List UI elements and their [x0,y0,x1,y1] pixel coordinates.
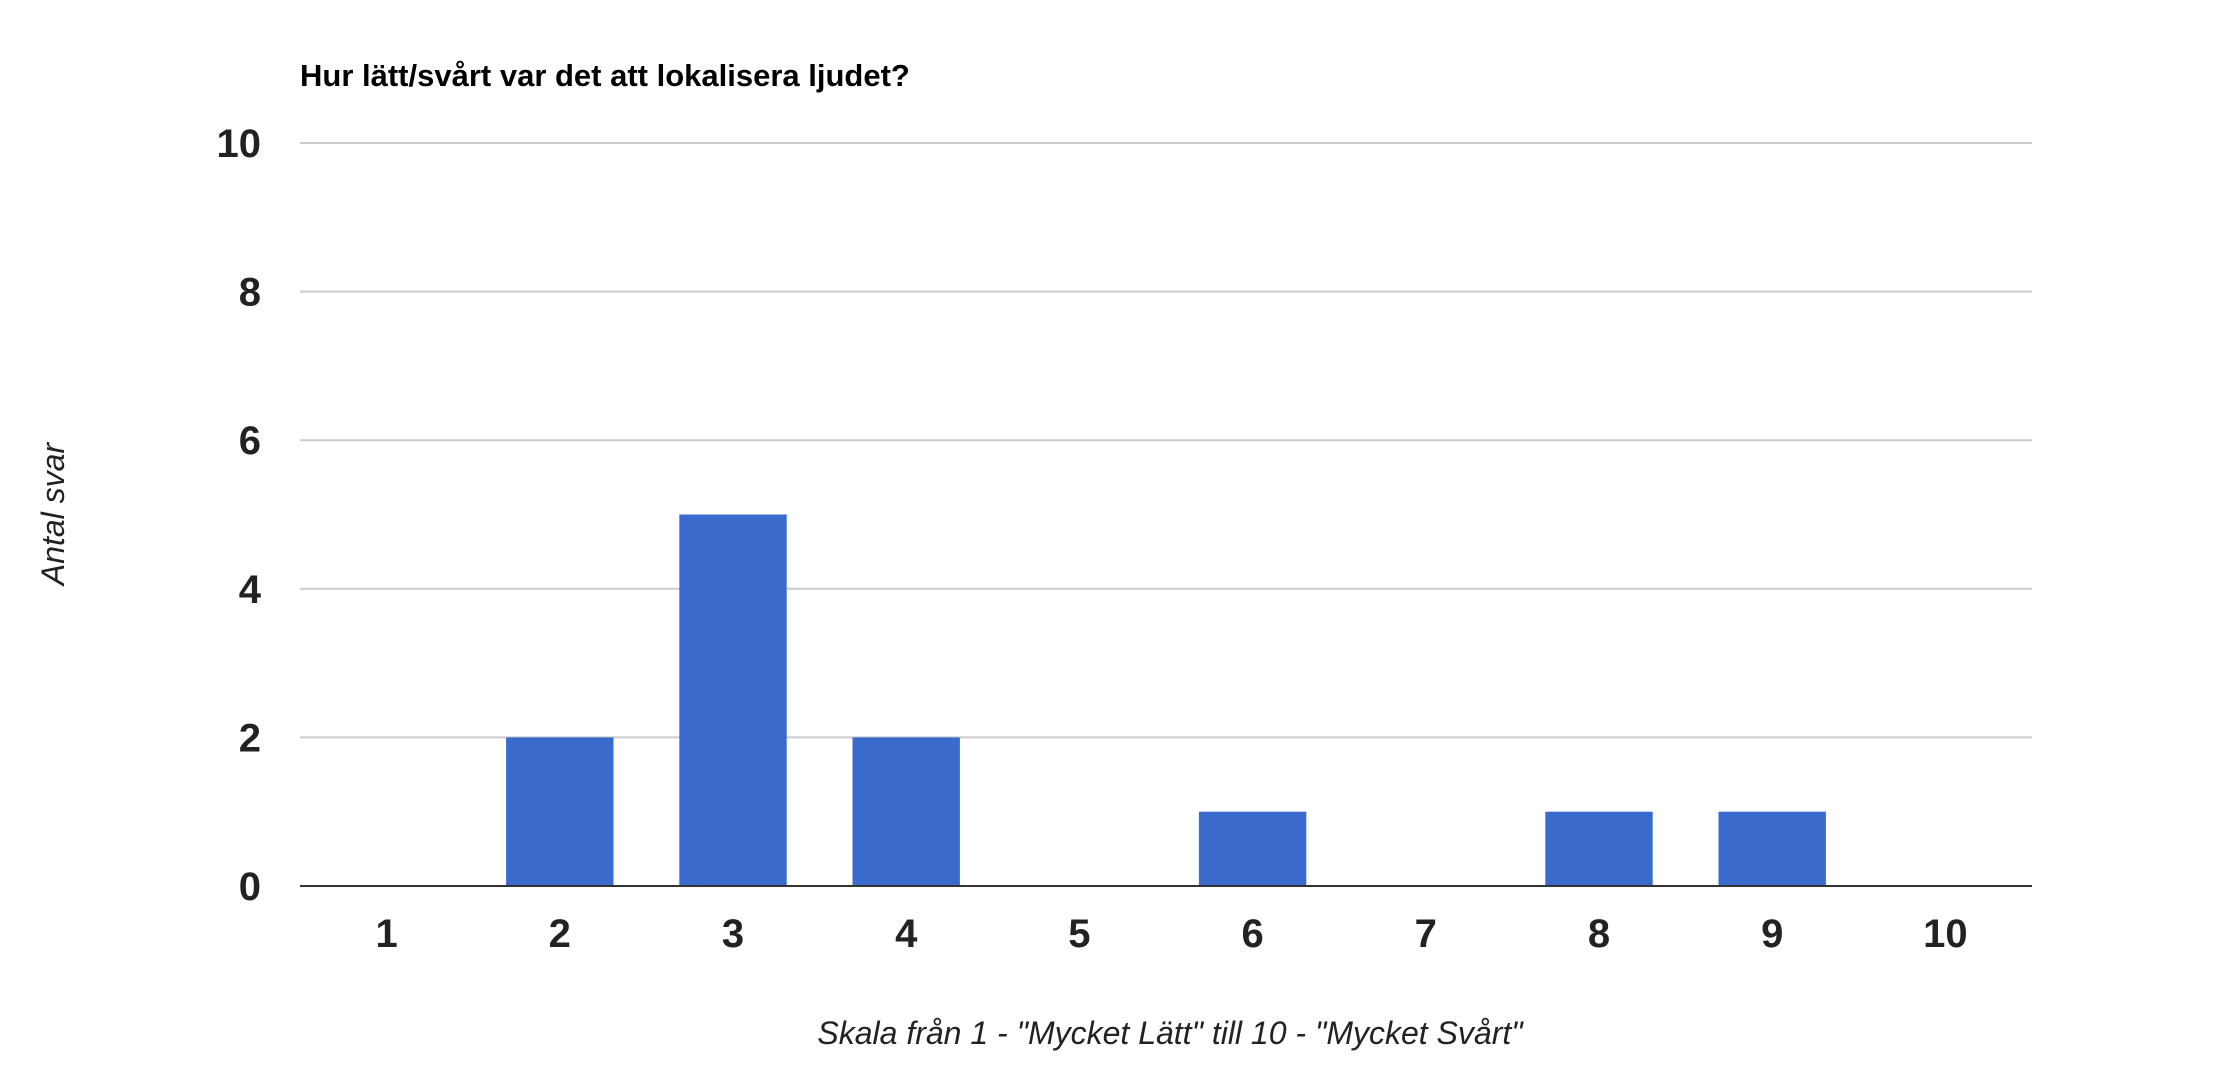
x-tick-label: 1 [375,912,397,956]
x-tick-label: 7 [1415,912,1437,956]
x-tick-label: 9 [1761,912,1783,956]
x-axis-ticks: 1 2 3 4 5 6 7 8 9 10 [375,912,1967,956]
y-tick-label: 10 [217,122,262,166]
bar-9 [1718,811,1826,886]
x-tick-label: 4 [895,912,918,956]
bar-6 [1198,811,1307,886]
y-axis-title: Antal svar [35,442,71,588]
x-tick-label: 5 [1068,912,1090,956]
y-tick-label: 8 [239,271,261,315]
x-tick-label: 6 [1241,912,1263,956]
y-tick-label: 2 [239,716,261,760]
x-tick-label: 8 [1588,912,1610,956]
x-tick-label: 3 [722,912,744,956]
x-tick-label: 10 [1923,912,1968,956]
bars [506,514,1826,886]
y-axis-ticks: 0 2 4 6 8 10 [217,122,262,909]
bar-2 [506,737,614,886]
x-tick-label: 2 [549,912,571,956]
y-tick-label: 6 [239,419,261,463]
bar-4 [852,737,960,886]
chart-title: Hur lätt/svårt var det att lokalisera lj… [300,58,910,93]
bar-3 [679,514,787,886]
y-tick-label: 0 [239,865,261,909]
y-tick-label: 4 [239,568,262,612]
x-axis-title: Skala från 1 - "Mycket Lätt" till 10 - "… [817,1015,1524,1051]
bar-8 [1545,811,1653,886]
gridlines [300,142,2032,739]
